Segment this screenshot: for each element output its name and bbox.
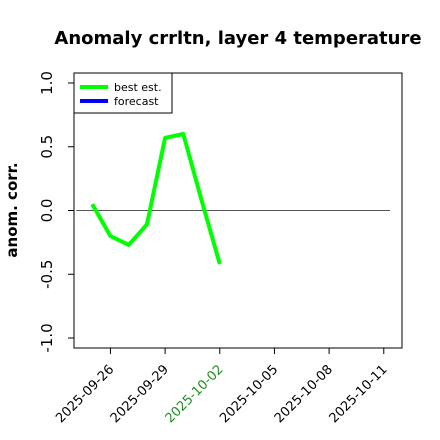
legend-label-forecast: forecast [114,95,159,108]
y-ticks: 1.0 0.5 0.0 -0.5 -1.0 [38,71,74,353]
y-tick-label: 1.0 [38,71,56,95]
y-axis-label: anom. corr. [3,162,21,257]
series-layer [90,132,222,265]
y-tick-label: 0.0 [38,199,56,223]
legend: best est. forecast [73,72,173,114]
legend-box [73,72,173,114]
chart-title: Anomaly crrltn, layer 4 temperature [54,28,421,49]
x-ticks: 2025-09-262025-09-292025-10-022025-10-05… [53,348,391,426]
y-tick-label: -0.5 [38,260,56,289]
x-tick-label: 2025-10-11 [327,362,391,426]
y-tick-label: 0.5 [38,135,56,159]
legend-label-best-est: best est. [114,81,162,94]
series-line-best-est [90,132,222,265]
y-tick-label: -1.0 [38,323,56,352]
